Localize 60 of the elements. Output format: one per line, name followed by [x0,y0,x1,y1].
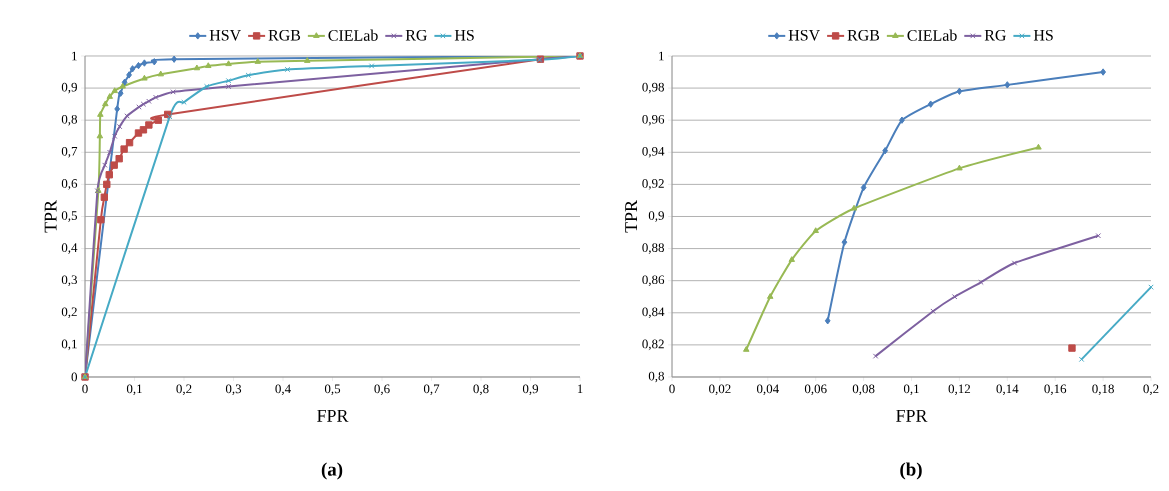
x-tick-label: 0,02 [709,384,731,396]
legend-label: RGB [847,29,880,41]
y-tick-label: 0,86 [642,275,665,286]
y-axis-title: TPR [44,200,57,233]
legend-label: HS [454,29,474,41]
y-tick-label: 0 [71,372,78,382]
y-tick-label: 0,7 [61,146,78,158]
legend-label: HS [1033,29,1053,41]
x-tick-label: 0,08 [852,384,875,396]
x-axis-title: FPR [317,409,349,422]
y-tick-label: 1 [72,51,77,61]
x-tick-label: 0,2 [1143,384,1159,396]
y-tick-label: 0,3 [61,275,77,286]
legend-label: HSV [209,29,241,41]
legend-label: RG [405,29,427,41]
x-tick-label: 1 [577,384,583,394]
x-tick-label: 0,3 [225,384,242,396]
legend-label: RGB [268,29,301,41]
x-tick-label: 0,4 [275,384,291,396]
x-tick-label: 0 [82,384,88,394]
y-tick-label: 0,8 [648,371,665,383]
y-tick-label: 0,5 [61,211,77,222]
y-axis-title: TPR [625,200,637,233]
y-tick-label: 0,6 [61,179,78,190]
text: (b) [900,462,922,480]
x-tick-label: 0,18 [1092,384,1114,396]
x-tick-label: 0,1 [903,384,919,396]
y-tick-label: 0,94 [642,146,665,158]
y-tick-label: 0,98 [642,82,665,94]
x-tick-label: 0,1 [126,384,142,396]
text: (a) [321,462,343,480]
y-tick-label: 0,82 [642,339,664,351]
y-tick-label: 0,92 [642,179,664,190]
y-tick-label: 0,9 [648,211,664,222]
y-tick-label: 0,96 [642,114,665,126]
legend-label: HSV [788,29,820,41]
x-tick-label: 0,9 [522,384,539,396]
x-tick-label: 0,8 [473,384,489,396]
x-tick-label: 0,5 [324,384,341,396]
x-tick-label: 0,04 [756,384,779,396]
y-tick-label: 1 [659,51,664,61]
x-tick-label: 0,6 [374,384,390,396]
y-tick-label: 0,9 [61,82,77,94]
x-tick-label: 0,16 [1044,384,1067,396]
x-tick-label: 0,14 [996,384,1019,396]
y-tick-label: 0,84 [642,307,665,319]
legend-label: CIELab [328,29,378,41]
legend-label: RG [984,29,1006,41]
x-tick-label: 0,12 [948,384,971,396]
x-tick-label: 0,7 [423,384,440,396]
y-tick-label: 0,2 [61,307,77,319]
y-tick-label: 0,88 [642,243,665,254]
y-tick-label: 0,1 [61,339,77,351]
x-axis-title: FPR [896,409,928,422]
x-tick-label: 0,2 [176,384,192,396]
y-tick-label: 0,8 [61,114,78,126]
x-tick-label: 0 [669,384,675,394]
x-tick-label: 0,06 [804,384,827,396]
legend-label: CIELab [907,29,957,41]
y-tick-label: 0,4 [61,243,78,254]
